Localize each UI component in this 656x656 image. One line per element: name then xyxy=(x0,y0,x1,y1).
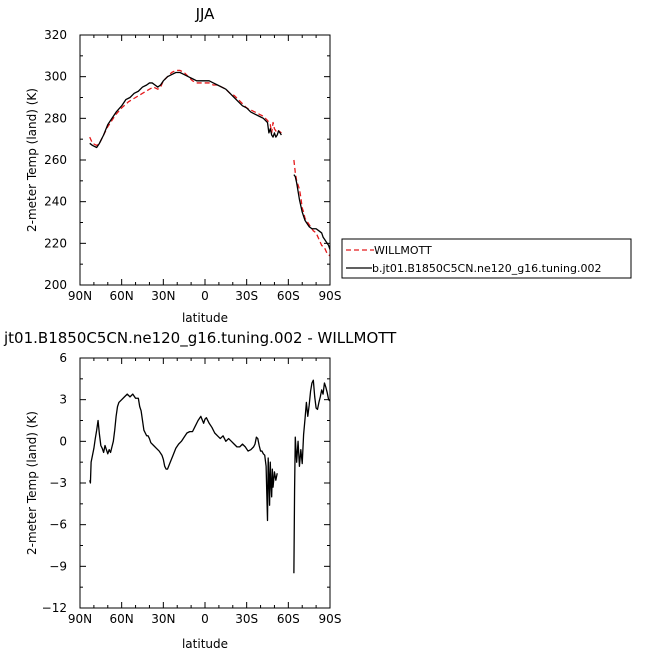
top-xtick-label: 30N xyxy=(151,289,175,303)
bottom-chart-title: jt01.B1850C5CN.ne120_g16.tuning.002 - WI… xyxy=(3,329,397,348)
top-chart-xlabel: latitude xyxy=(182,311,228,325)
bottom-xtick-label: 30S xyxy=(235,612,258,626)
top-ytick-label: 300 xyxy=(44,70,67,84)
bottom-xtick-label: 60S xyxy=(277,612,300,626)
top-ytick-label: 200 xyxy=(44,278,67,292)
bottom-xtick-label: 90S xyxy=(319,612,342,626)
bottom-ytick-label: −6 xyxy=(49,518,67,532)
top-xtick-label: 90N xyxy=(68,289,92,303)
top-ytick-label: 220 xyxy=(44,236,67,250)
top-ytick-label: 240 xyxy=(44,195,67,209)
bottom-series-line-0 xyxy=(89,393,278,522)
top-series-line-0 xyxy=(89,69,282,147)
top-xtick-label: 90S xyxy=(319,289,342,303)
top-ytick-label: 280 xyxy=(44,111,67,125)
bottom-ytick-label: 6 xyxy=(59,351,67,365)
top-ytick-label: 260 xyxy=(44,153,67,167)
top-chart-title: JJA xyxy=(195,5,216,23)
bottom-ytick-label: 3 xyxy=(59,393,67,407)
top-series-line-1 xyxy=(293,174,331,250)
bottom-plot-frame xyxy=(79,357,331,609)
bottom-xtick-label: 0 xyxy=(201,612,209,626)
bottom-xtick-label: 30N xyxy=(151,612,175,626)
bottom-xtick-label: 60N xyxy=(110,612,134,626)
bottom-series-line-0 xyxy=(293,379,331,574)
top-plot-frame xyxy=(79,34,331,286)
top-ytick-label: 320 xyxy=(44,28,67,42)
bottom-ytick-label: −3 xyxy=(49,476,67,490)
legend-label-willmott: WILLMOTT xyxy=(374,244,432,257)
top-series-line-0 xyxy=(293,159,331,257)
top-xtick-label: 60N xyxy=(110,289,134,303)
legend-label-model: b.jt01.B1850C5CN.ne120_g16.tuning.002 xyxy=(372,262,601,275)
bottom-ytick-label: 0 xyxy=(59,434,67,448)
top-series-line-1 xyxy=(89,71,282,149)
bottom-chart-ylabel: 2-meter Temp (land) (K) xyxy=(25,411,39,555)
top-chart-ylabel: 2-meter Temp (land) (K) xyxy=(25,88,39,232)
top-xtick-label: 0 xyxy=(201,289,209,303)
bottom-chart-xlabel: latitude xyxy=(182,637,228,651)
legend-box xyxy=(341,238,632,279)
top-xtick-label: 60S xyxy=(277,289,300,303)
legend: WILLMOTT b.jt01.B1850C5CN.ne120_g16.tuni… xyxy=(341,238,632,279)
bottom-xtick-label: 90N xyxy=(68,612,92,626)
bottom-ytick-label: −12 xyxy=(42,601,67,615)
top-xtick-label: 30S xyxy=(235,289,258,303)
bottom-ytick-label: −9 xyxy=(49,559,67,573)
